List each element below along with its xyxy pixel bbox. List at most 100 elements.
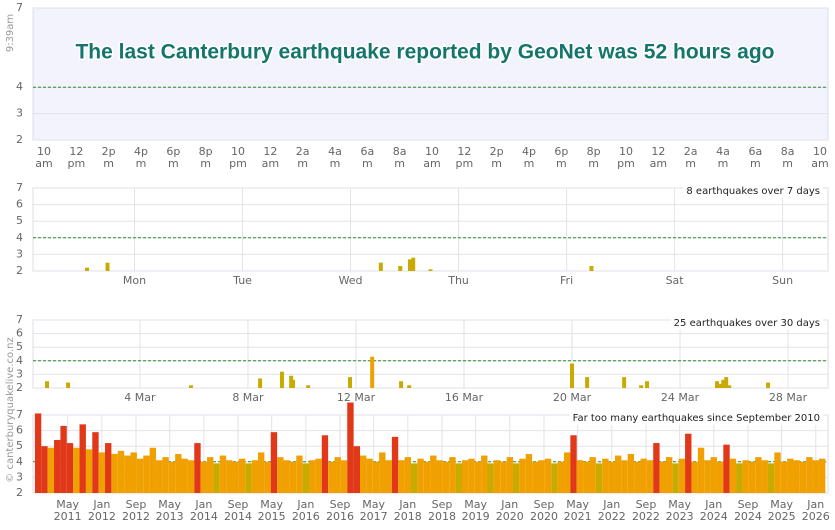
quake-bar (461, 460, 469, 493)
x-tick-label: 8a m (393, 145, 407, 170)
quake-bar (589, 457, 596, 493)
quake-bar (149, 447, 157, 493)
quake-bar (130, 452, 137, 493)
quake-bar (85, 267, 90, 271)
quake-bar (595, 463, 603, 493)
x-tick-label: May 2019 (462, 498, 490, 523)
x-tick-label: Sep 2012 (122, 498, 150, 523)
x-tick-label-line: 2020 (496, 510, 524, 523)
y-tick-label: 4 (16, 455, 23, 468)
quake-bar (283, 460, 290, 493)
quake-bar (54, 439, 61, 493)
x-tick-label: 10 pm (617, 145, 635, 170)
quake-bar (291, 379, 296, 388)
x-tick-label: Sep 2024 (734, 498, 762, 523)
y-tick-label: 6 (16, 327, 23, 340)
x-tick-label-line: m (330, 157, 341, 170)
x-tick-label-line: 6p (166, 145, 180, 158)
quake-bar (806, 457, 813, 493)
quake-bar (761, 460, 768, 493)
quake-bar (417, 458, 424, 493)
x-tick-label-line: m (168, 157, 179, 170)
x-tick-label-line: pm (617, 157, 635, 170)
x-tick-label: Jan 2024 (700, 498, 728, 523)
quake-bar (200, 461, 208, 493)
x-tick-label-line: 12 (651, 145, 665, 158)
x-tick-label-line: 2023 (666, 510, 694, 523)
y-tick-label: 4 (16, 354, 23, 367)
annotation-bg (683, 185, 823, 198)
quake-bar (258, 378, 263, 388)
quake-bar (410, 463, 418, 493)
quake-bar (302, 463, 310, 493)
quake-bar (710, 457, 717, 493)
x-tick-label-line: m (782, 157, 793, 170)
x-tick-label-line: 4p (134, 145, 148, 158)
x-tick-label-line: 2026 (802, 510, 830, 523)
x-tick-label-line: 8a (781, 145, 795, 158)
x-tick-label-line: Jan (296, 498, 314, 511)
quake-bar (219, 455, 227, 493)
x-tick-label: 2a m (684, 145, 698, 170)
quake-bar (481, 455, 488, 493)
x-tick-label-line: May (260, 498, 283, 511)
quake-bar (245, 463, 252, 493)
x-tick-label-line: 2014 (224, 510, 252, 523)
quake-bar (653, 443, 660, 493)
quake-bar (818, 458, 826, 493)
x-tick-label-line: pm (67, 157, 85, 170)
x-tick-label-line: m (362, 157, 373, 170)
quake-bar (493, 460, 501, 493)
y-tick-label: 7 (16, 181, 23, 194)
quake-bar (428, 269, 433, 271)
quake-bar (665, 457, 673, 493)
x-tick-label-line: Sep (126, 498, 147, 511)
quake-bar (105, 443, 112, 493)
y-tick-label: 6 (16, 198, 23, 211)
quake-bar (640, 458, 647, 493)
quake-bar (583, 461, 590, 493)
quake-bar (627, 454, 635, 493)
quake-bar (73, 447, 80, 493)
x-tick-label-line: m (297, 157, 308, 170)
plot-area (32, 319, 829, 389)
quake-bar (66, 382, 71, 388)
quake-bar (704, 460, 711, 493)
x-tick-label-line: Jan (194, 498, 212, 511)
x-tick-label-line: Jan (398, 498, 416, 511)
quake-bar (207, 457, 214, 493)
quake-bar (608, 461, 615, 493)
x-tick-label: 12 Mar (337, 391, 376, 404)
quake-bar (780, 461, 788, 493)
x-tick-label-line: 12 (457, 145, 471, 158)
quake-bar (729, 458, 737, 493)
x-tick-label-line: pm (455, 157, 473, 170)
x-tick-label: 12 pm (455, 145, 473, 170)
x-tick-label-line: 10 (425, 145, 439, 158)
quake-bar (45, 381, 50, 388)
x-tick-label-line: 6p (554, 145, 568, 158)
x-tick-label-line: m (136, 157, 147, 170)
quake-bar (60, 425, 67, 493)
quake-bar (774, 452, 781, 493)
x-tick-label-line: Sep (534, 498, 555, 511)
x-tick-label-line: May (362, 498, 385, 511)
quake-bar (399, 381, 404, 388)
x-tick-label-line: 8p (587, 145, 601, 158)
quake-bar (117, 450, 125, 493)
x-tick-label-line: Jan (500, 498, 518, 511)
x-tick-label: May 2025 (768, 498, 796, 523)
x-tick-label: May 2021 (564, 498, 592, 523)
quake-bar (748, 461, 756, 493)
quake-bar (436, 460, 443, 493)
x-tick-label: 6a m (360, 145, 374, 170)
quake-bar (85, 449, 93, 493)
x-tick-label: Sep 2018 (428, 498, 456, 523)
quake-bar (348, 377, 353, 388)
x-tick-label: 4a m (328, 145, 342, 170)
quake-bar (372, 461, 380, 493)
x-tick-label-line: am (423, 157, 440, 170)
x-tick-label: 20 Mar (553, 391, 592, 404)
quake-bar (306, 385, 311, 388)
